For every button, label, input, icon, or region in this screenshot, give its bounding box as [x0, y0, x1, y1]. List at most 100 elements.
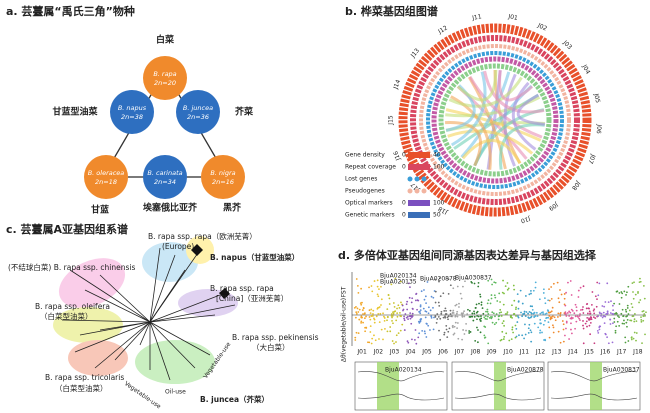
chromosome-label: J10	[520, 214, 532, 224]
snp-point	[407, 341, 410, 344]
snp-point	[378, 321, 381, 324]
snp-point	[606, 336, 608, 339]
snp-point	[443, 309, 446, 312]
snp-point	[570, 308, 573, 311]
snp-point	[454, 321, 457, 324]
panel-title: d. 多倍体亚基因组间同源基因表达差异与基因组选择	[338, 248, 597, 262]
snp-point	[494, 281, 497, 284]
snp-point	[427, 312, 430, 315]
snp-point	[455, 312, 458, 315]
snp-point	[530, 290, 532, 292]
snp-point	[403, 329, 406, 331]
snp-point	[370, 315, 373, 318]
legend-min: 0	[402, 212, 406, 219]
snp-point	[626, 318, 629, 321]
snp-point	[565, 327, 567, 330]
chord	[461, 138, 522, 165]
zoom-trace	[357, 393, 445, 401]
snp-point	[524, 323, 526, 326]
snp-point	[499, 339, 502, 342]
snp-point	[409, 317, 412, 320]
snp-point	[560, 293, 563, 296]
snp-point	[635, 332, 638, 334]
snp-point	[453, 325, 456, 328]
snp-point	[399, 311, 401, 314]
snp-point	[393, 306, 396, 308]
snp-point	[434, 315, 437, 317]
snp-point	[626, 304, 629, 307]
branch	[149, 314, 216, 323]
chromosome-count: 2n=16	[212, 178, 234, 186]
chromosome-label: J16	[600, 349, 611, 356]
species-label: 白菜	[156, 34, 175, 46]
snp-point	[566, 312, 569, 314]
snp-point	[353, 306, 356, 309]
chromosome-label: J09	[486, 349, 497, 356]
panel-d: d. 多倍体亚基因组间同源基因表达差异与基因组选择 FST Δθ(vegetab…	[338, 248, 647, 411]
snp-point	[586, 302, 589, 305]
snp-point	[548, 336, 551, 339]
snp-point	[473, 312, 476, 315]
snp-point	[445, 313, 448, 315]
snp-point	[355, 313, 358, 315]
ring	[410, 35, 580, 205]
snp-point	[490, 294, 493, 296]
snp-point	[455, 303, 458, 306]
snp-point	[364, 312, 366, 315]
snp-point	[563, 303, 566, 306]
snp-point	[563, 293, 566, 295]
snp-point	[613, 302, 616, 305]
snp-point	[614, 312, 616, 315]
label: B. rapa ssp. rapa	[210, 284, 274, 293]
snp-point	[502, 303, 505, 306]
snp-point	[404, 313, 407, 315]
snp-point	[594, 317, 597, 320]
snp-point	[358, 308, 361, 311]
snp-point	[570, 316, 573, 319]
snp-point	[468, 309, 471, 312]
snp-point	[564, 334, 566, 337]
snp-point	[564, 304, 567, 307]
snp-point	[527, 312, 529, 315]
chromosome-label: J15	[584, 349, 595, 356]
zoom-trace	[357, 371, 445, 382]
legend-label: Genetic markers	[345, 212, 395, 219]
label: B. juncea（芥菜）	[200, 394, 269, 404]
snp-point	[556, 316, 559, 318]
snp-point	[487, 299, 490, 302]
snp-point	[571, 309, 574, 312]
snp-point	[594, 295, 597, 298]
snp-point	[362, 307, 365, 310]
snp-point	[365, 315, 367, 318]
snp-point	[442, 292, 445, 295]
snp-point	[463, 310, 465, 313]
snp-point	[373, 321, 376, 324]
legend-max: 100	[433, 200, 445, 207]
snp-point	[501, 322, 504, 325]
snp-point	[517, 300, 520, 303]
snp-point	[391, 340, 394, 342]
snp-point	[373, 334, 375, 337]
snp-point	[456, 315, 459, 318]
snp-point	[596, 330, 599, 332]
snp-point	[641, 310, 644, 313]
snp-point	[360, 315, 363, 318]
snp-point	[447, 318, 449, 321]
snp-point	[545, 316, 548, 319]
chromosome-label: J18	[632, 349, 643, 356]
snp-point	[595, 305, 598, 308]
snp-point	[573, 312, 576, 315]
snp-point	[432, 328, 435, 331]
snp-point	[527, 327, 530, 330]
chromosome-label: J07	[586, 152, 596, 164]
snp-point	[548, 299, 551, 302]
snp-point	[430, 316, 433, 319]
snp-point	[447, 330, 450, 333]
axis-label: FST	[341, 286, 348, 297]
snp-point	[386, 330, 389, 333]
snp-point	[396, 307, 398, 310]
species-label: 甘蓝型油菜	[52, 106, 98, 118]
snp-point	[447, 278, 450, 281]
snp-point	[465, 329, 467, 332]
snp-point	[632, 291, 634, 293]
